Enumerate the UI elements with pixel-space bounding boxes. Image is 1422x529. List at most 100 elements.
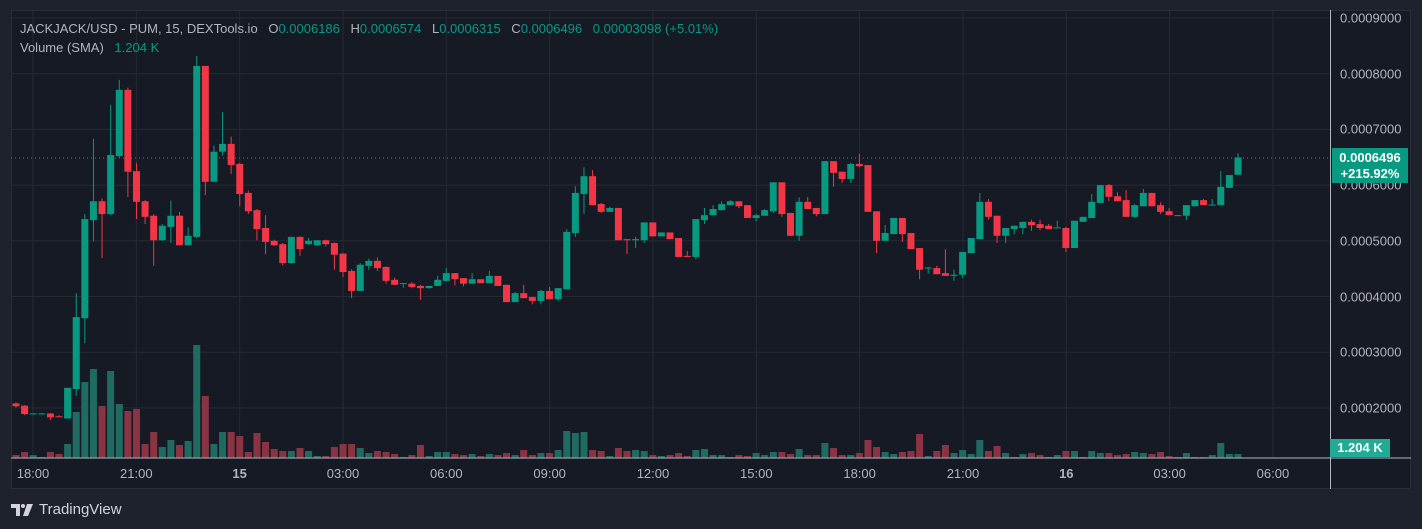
time-tick-label: 15 <box>232 466 247 481</box>
candle-body <box>855 163 863 167</box>
candle-body <box>408 283 416 288</box>
tradingview-logo[interactable]: TradingView <box>11 501 122 518</box>
volume-bar <box>167 440 175 458</box>
candle-body <box>227 143 235 166</box>
candle-body <box>1079 216 1087 222</box>
candle-body <box>287 236 295 264</box>
volume-bar <box>494 455 502 458</box>
volume-bar <box>339 444 347 458</box>
volume-bar <box>787 454 795 458</box>
price-tick-label: 0.0007000 <box>1340 121 1402 137</box>
candle-body <box>167 215 175 227</box>
volume-indicator-value: 1.204 K <box>114 40 160 55</box>
time-tick-label: 16 <box>1059 466 1074 481</box>
candle-body <box>107 155 115 215</box>
volume-bar <box>950 453 958 458</box>
volume-bar <box>752 453 760 458</box>
candle-body <box>1105 185 1113 197</box>
volume-bar <box>1225 454 1233 458</box>
volume-bar <box>511 455 519 458</box>
candle-body <box>632 239 640 241</box>
candle-body <box>752 215 760 218</box>
volume-bar <box>743 456 751 458</box>
symbol-title[interactable]: JACKJACK/USD - PUM, 15, DEXTools.io <box>20 21 258 36</box>
candle-body <box>675 238 683 257</box>
volume-bar <box>924 456 932 458</box>
volume-bar <box>55 454 63 458</box>
candle-body <box>210 151 218 182</box>
volume-bar <box>356 448 364 458</box>
candle-body <box>726 201 734 206</box>
volume-bar <box>1062 451 1070 458</box>
price-tick-label: 0.0005000 <box>1340 233 1402 249</box>
open-value: 0.0006186 <box>278 21 340 36</box>
candle-body <box>373 260 381 269</box>
volume-bar <box>873 447 881 458</box>
volume-bar <box>1131 452 1139 458</box>
high-label: H <box>350 21 360 36</box>
candle-body <box>933 268 941 275</box>
volume-bar <box>1105 453 1113 458</box>
candle-body <box>468 279 476 284</box>
volume-bar <box>1027 453 1035 458</box>
candle-body <box>29 413 37 415</box>
volume-bar <box>649 455 657 458</box>
volume-indicator-label[interactable]: Volume (SMA) <box>20 40 104 55</box>
price-tick-label: 0.0003000 <box>1340 344 1402 360</box>
time-tick-label: 15:00 <box>740 466 773 481</box>
volume-bar <box>46 452 54 458</box>
volume-bar <box>373 451 381 458</box>
volume-bar <box>528 455 536 458</box>
candle-body <box>399 283 407 285</box>
volume-bar <box>692 450 700 458</box>
candle-body <box>305 240 313 245</box>
candle-body <box>838 171 846 179</box>
volume-bar <box>959 450 967 458</box>
candle-body <box>1139 192 1147 207</box>
volume-bar <box>709 455 717 458</box>
chart-panel[interactable] <box>11 10 1411 489</box>
candle-body <box>511 293 519 303</box>
candle-body <box>993 215 1001 236</box>
candle-body <box>941 273 949 276</box>
volume-bar <box>700 449 708 458</box>
price-tick-label: 0.0009000 <box>1340 10 1402 26</box>
candle-body <box>382 266 390 281</box>
candle-body <box>322 240 330 245</box>
candle-body <box>864 165 872 212</box>
candle-body <box>262 227 270 242</box>
volume-bar <box>1114 455 1122 458</box>
volume-badge: 1.204 K <box>1330 439 1390 457</box>
candle-body <box>477 279 485 284</box>
candle-body <box>907 233 915 250</box>
candle-body <box>735 201 743 207</box>
candle-body <box>365 260 373 266</box>
candle-body <box>313 240 321 246</box>
candle-body <box>330 243 338 255</box>
volume-legend: Volume (SMA) 1.204 K <box>20 40 159 55</box>
candle-body <box>391 279 399 285</box>
volume-bar <box>847 455 855 458</box>
volume-bar <box>184 441 192 458</box>
candle-body <box>1131 205 1139 217</box>
candle-body <box>1036 224 1044 228</box>
candle-body <box>537 290 545 301</box>
volume-bar <box>365 453 373 458</box>
candle-body <box>503 284 511 303</box>
volume-bar <box>1088 451 1096 458</box>
candle-body <box>873 211 881 241</box>
candle-body <box>451 273 459 280</box>
candle-body <box>459 278 467 284</box>
candle-body <box>244 192 252 212</box>
volume-bar <box>21 452 29 458</box>
volume-bar <box>227 432 235 458</box>
volume-bar <box>546 453 554 458</box>
volume-bar <box>416 445 424 458</box>
volume-bar <box>305 451 313 458</box>
volume-bar <box>1208 455 1216 458</box>
volume-bar <box>916 434 924 458</box>
volume-bar <box>580 432 588 458</box>
candle-body <box>253 210 261 230</box>
candle-body <box>795 201 803 236</box>
